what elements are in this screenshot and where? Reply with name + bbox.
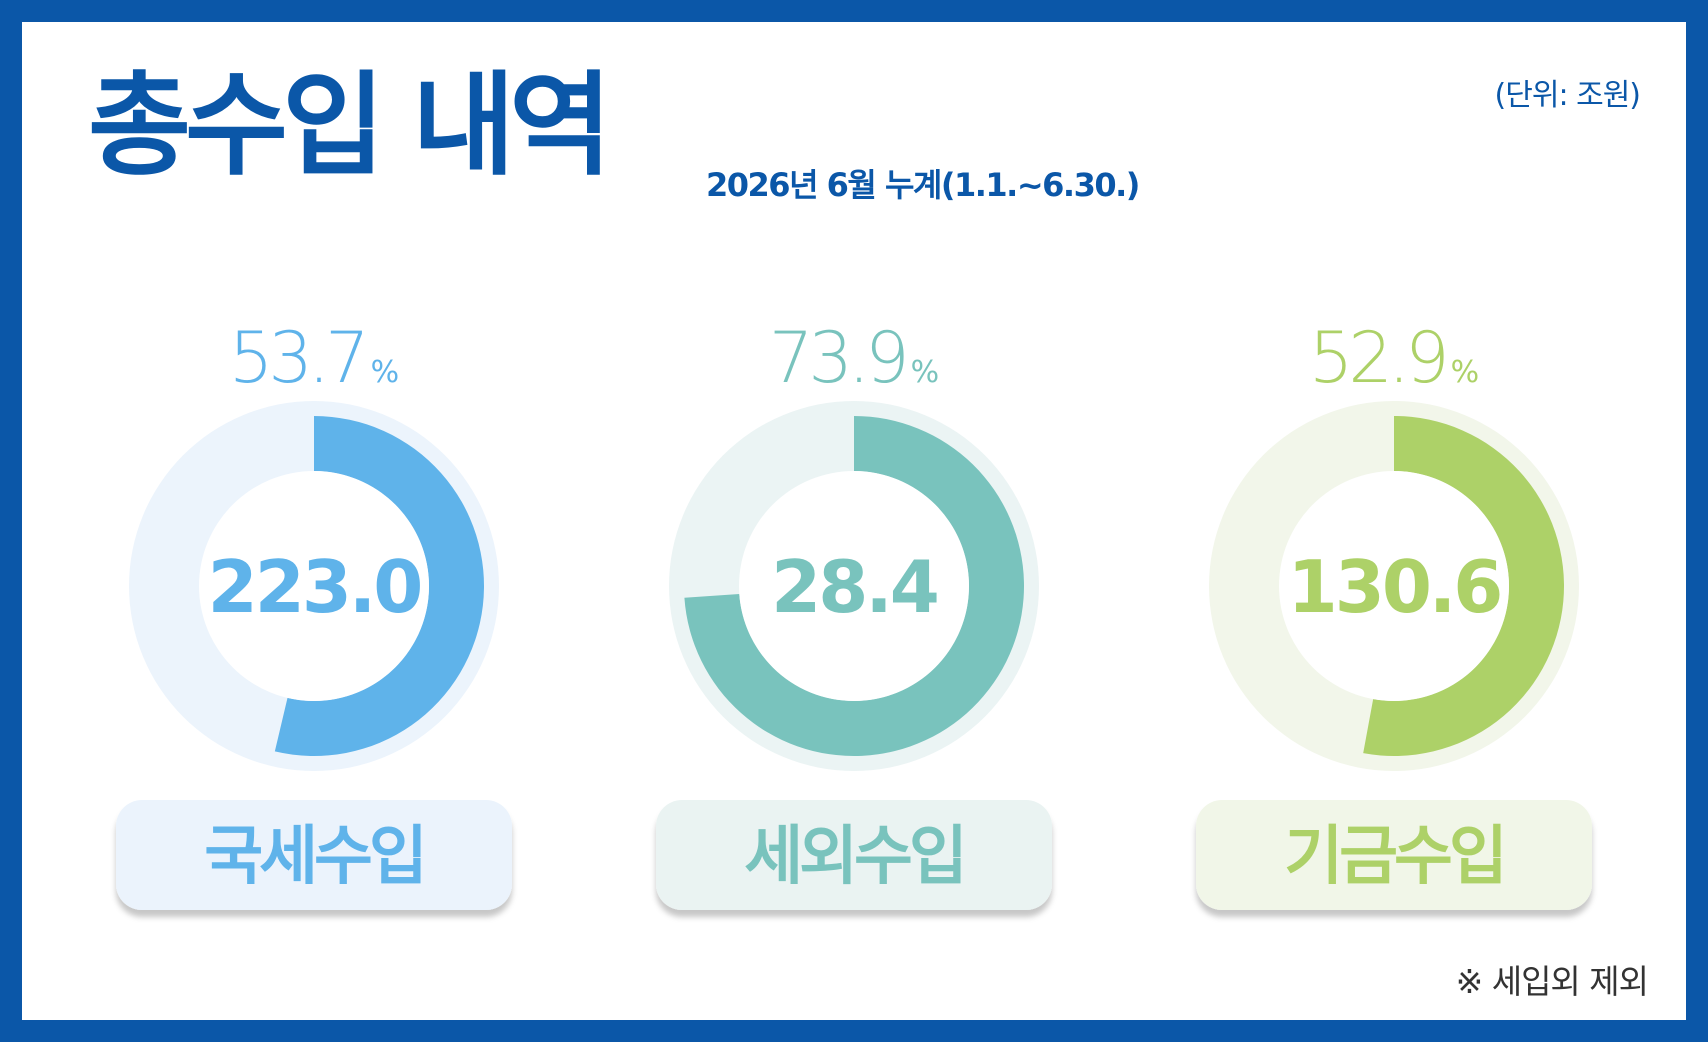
donut-arc	[684, 416, 1024, 756]
donut-group-1: 223.0 53.7 % 국세수입	[116, 317, 512, 910]
category-pill-bg	[656, 800, 1052, 910]
category-label: 국세수입	[204, 820, 424, 894]
footnote: ※ 세입외 제외	[1455, 962, 1649, 1001]
category-pill	[1196, 800, 1592, 910]
center-value: 28.4	[771, 545, 937, 629]
donut-group-3: 130.6 52.9 % 기금수입	[1196, 317, 1592, 910]
donut-arc	[274, 416, 484, 757]
percent-label: 73.9%	[769, 317, 939, 399]
category-pill	[116, 800, 512, 910]
category-pill	[656, 800, 1052, 910]
percent-value: 73.9	[769, 317, 905, 399]
donut-group-2: 28.4 73.9 % 세외수입	[656, 317, 1052, 910]
unit-label: (단위: 조원)	[1494, 78, 1641, 113]
page-subtitle: 2026년 6월 누계(1.1.~6.30.)	[706, 166, 1140, 204]
category-pill-bg	[116, 800, 512, 910]
percent-value: 53.7	[229, 317, 365, 399]
center-value: 223.0	[208, 545, 421, 629]
percent-label: 53.7%	[229, 317, 399, 399]
donut-hole	[1279, 471, 1509, 701]
percent-sign: %	[371, 355, 400, 390]
page-title: 총수입 내역	[88, 61, 612, 191]
category-label: 세외수입	[744, 820, 964, 894]
category-label: 기금수입	[1284, 820, 1504, 894]
percent-sign: %	[1451, 355, 1480, 390]
donut-hole	[199, 471, 429, 701]
donut-arc	[1363, 416, 1565, 757]
percent-sign: %	[911, 355, 940, 390]
percent-label: 52.9%	[1309, 317, 1479, 399]
category-pill-bg	[1196, 800, 1592, 910]
percent-value: 52.9	[1309, 317, 1445, 399]
center-value: 130.6	[1288, 545, 1501, 629]
donut-hole	[739, 471, 969, 701]
